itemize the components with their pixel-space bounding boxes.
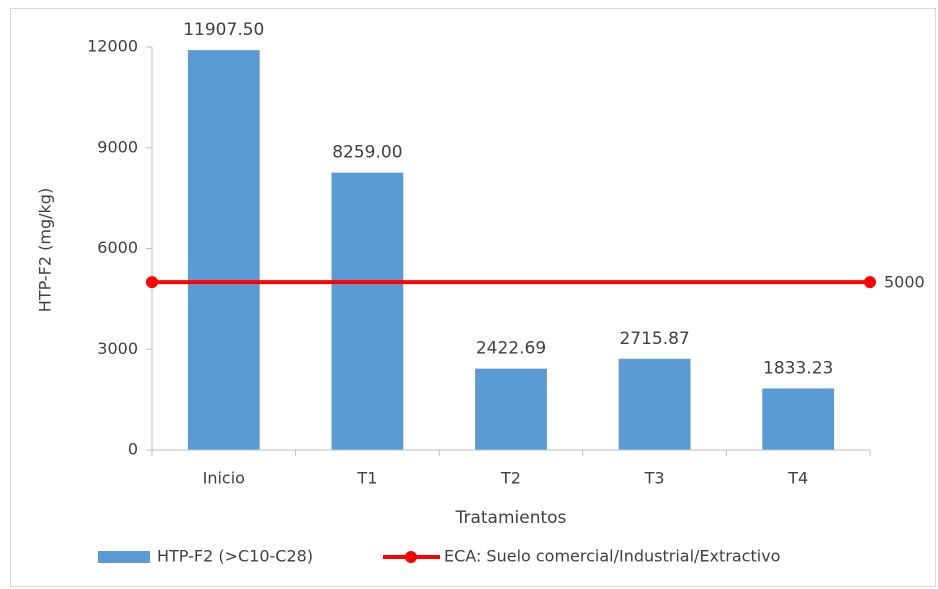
- reference-label: 5000: [884, 273, 925, 292]
- reference-marker: [146, 276, 158, 289]
- y-tick-label: 0: [128, 440, 138, 459]
- data-label: 2715.87: [619, 329, 689, 349]
- bar: [187, 50, 260, 451]
- chart-border: [10, 8, 936, 587]
- data-label: 11907.50: [183, 20, 264, 40]
- legend-label: ECA: Suelo comercial/Industrial/Extracti…: [444, 547, 780, 566]
- legend-swatch: [98, 551, 150, 563]
- reference-marker: [864, 276, 876, 289]
- x-axis-title: Tratamientos: [455, 508, 567, 528]
- data-label: 2422.69: [476, 339, 546, 359]
- bar: [331, 172, 404, 450]
- bar: [762, 388, 835, 450]
- y-tick-label: 6000: [97, 238, 138, 257]
- legend-marker: [405, 551, 417, 563]
- y-tick-label: 12000: [87, 37, 138, 56]
- x-tick-label: Inicio: [203, 469, 245, 488]
- y-tick-label: 3000: [97, 339, 138, 358]
- y-tick-label: 9000: [97, 137, 138, 156]
- bar: [475, 368, 547, 450]
- x-tick-label: T1: [356, 469, 377, 488]
- x-tick-label: T4: [787, 469, 808, 488]
- x-tick-label: T3: [644, 469, 665, 488]
- x-tick-label: T2: [500, 469, 521, 488]
- data-label: 1833.23: [763, 358, 833, 378]
- legend-label: HTP-F2 (>C10-C28): [157, 547, 313, 566]
- y-axis-title: HTP-F2 (mg/kg): [36, 188, 55, 312]
- data-label: 8259.00: [332, 143, 402, 163]
- bar: [618, 358, 691, 450]
